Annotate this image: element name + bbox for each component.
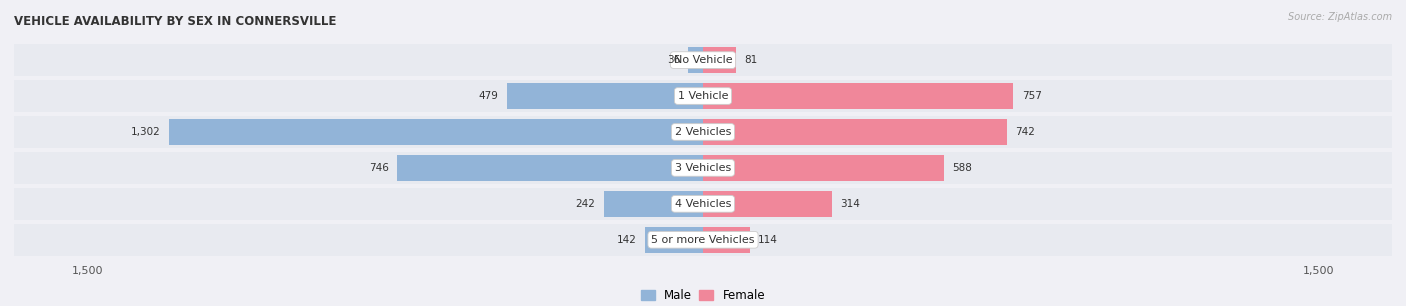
Text: 81: 81	[744, 55, 758, 65]
Text: 4 Vehicles: 4 Vehicles	[675, 199, 731, 209]
Bar	[0, 152, 1406, 184]
Text: 36: 36	[666, 55, 681, 65]
Text: 1 Vehicle: 1 Vehicle	[678, 91, 728, 101]
Bar	[0, 116, 1406, 148]
Bar	[703, 227, 749, 253]
Text: 242: 242	[575, 199, 596, 209]
Text: 142: 142	[617, 235, 637, 245]
Bar	[645, 227, 703, 253]
Bar	[703, 83, 1014, 109]
Text: 3 Vehicles: 3 Vehicles	[675, 163, 731, 173]
Bar	[396, 155, 703, 181]
Bar	[506, 83, 703, 109]
Bar	[703, 47, 737, 73]
Bar	[689, 47, 703, 73]
Bar	[169, 119, 703, 145]
Text: 746: 746	[368, 163, 389, 173]
Bar	[0, 224, 1406, 256]
Text: 314: 314	[839, 199, 860, 209]
Text: Source: ZipAtlas.com: Source: ZipAtlas.com	[1288, 12, 1392, 22]
Legend: Male, Female: Male, Female	[636, 285, 770, 306]
Bar	[0, 188, 1406, 220]
Bar	[0, 44, 1406, 76]
Bar	[603, 191, 703, 217]
Text: VEHICLE AVAILABILITY BY SEX IN CONNERSVILLE: VEHICLE AVAILABILITY BY SEX IN CONNERSVI…	[14, 15, 336, 28]
Text: 742: 742	[1015, 127, 1035, 137]
Bar	[703, 155, 945, 181]
Text: 1,302: 1,302	[131, 127, 160, 137]
Text: No Vehicle: No Vehicle	[673, 55, 733, 65]
Text: 5 or more Vehicles: 5 or more Vehicles	[651, 235, 755, 245]
Text: 757: 757	[1022, 91, 1042, 101]
Bar	[703, 191, 832, 217]
Text: 479: 479	[478, 91, 498, 101]
Text: 114: 114	[758, 235, 778, 245]
Text: 2 Vehicles: 2 Vehicles	[675, 127, 731, 137]
Bar	[703, 119, 1007, 145]
Bar	[0, 80, 1406, 112]
Text: 588: 588	[952, 163, 972, 173]
